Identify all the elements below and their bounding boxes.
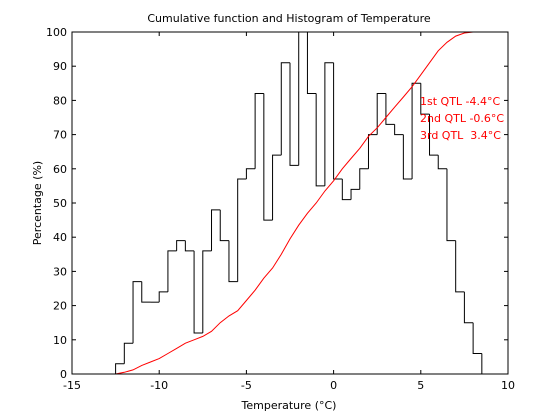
- y-tick-label: 60: [53, 163, 67, 176]
- x-axis-label: Temperature (°C): [241, 399, 337, 412]
- y-tick-label: 70: [53, 129, 67, 142]
- histogram-bin: [272, 154, 282, 221]
- histogram-bin: [359, 168, 369, 190]
- histogram-bin: [420, 83, 430, 115]
- y-tick-label: 10: [53, 334, 67, 347]
- y-tick-label: 80: [53, 94, 67, 107]
- cumulative-line: [72, 31, 508, 375]
- histogram-bin: [211, 209, 221, 251]
- x-tick-label: -15: [63, 379, 81, 392]
- histogram-bin: [411, 82, 421, 180]
- histogram-bin: [193, 250, 203, 334]
- histogram-bin: [402, 134, 413, 180]
- histogram-bin: [385, 93, 395, 125]
- histogram-bin: [245, 168, 256, 180]
- x-tick-label: 0: [330, 379, 337, 392]
- y-tick-label: 20: [53, 300, 67, 313]
- chart-title: Cumulative function and Histogram of Tem…: [147, 12, 430, 25]
- histogram-bin: [367, 134, 378, 169]
- histogram-bin: [455, 240, 465, 293]
- x-tick-label: 10: [501, 379, 515, 392]
- quantile-annotation: 2nd QTL -0.6°C: [420, 112, 504, 125]
- histogram-bin: [184, 240, 195, 252]
- histogram-bin: [123, 342, 134, 364]
- histogram-bin: [228, 240, 238, 283]
- x-tick-label: 5: [417, 379, 424, 392]
- histogram-bin: [341, 179, 352, 201]
- histogram-bin: [115, 363, 125, 374]
- plot-area: [72, 31, 508, 375]
- histogram-bin: [254, 93, 264, 169]
- histogram-bin: [446, 168, 456, 242]
- histogram-bin: [437, 155, 447, 170]
- y-tick-label: 90: [53, 60, 67, 73]
- histogram-bin: [394, 124, 404, 136]
- histogram-bin: [350, 188, 360, 200]
- quantile-annotation: 3rd QTL 3.4°C: [420, 129, 501, 142]
- histogram-bin: [289, 62, 299, 166]
- histogram-bin: [176, 240, 186, 251]
- y-tick-label: 50: [53, 197, 67, 210]
- histogram-bin: [219, 209, 229, 242]
- histogram-bin: [132, 281, 142, 344]
- histogram-bin: [158, 291, 168, 303]
- histogram-bin: [141, 281, 151, 303]
- y-tick-label: 0: [60, 368, 67, 381]
- x-tick-label: -5: [241, 379, 252, 392]
- y-tick-label: 100: [46, 26, 67, 39]
- histogram-bin: [324, 62, 334, 186]
- quantile-annotations: 1st QTL -4.4°C 2nd QTL -0.6°C 3rd QTL 3.4°…: [420, 95, 504, 142]
- histogram-bin: [306, 32, 317, 95]
- histogram-bin: [463, 291, 474, 324]
- y-tick-label: 30: [53, 265, 67, 278]
- x-tick-label: -10: [150, 379, 168, 392]
- histogram-bin: [237, 178, 247, 282]
- histogram-bin: [315, 93, 325, 187]
- histogram-bin: [376, 93, 386, 135]
- histogram-bin: [333, 62, 343, 180]
- y-axis-label: Percentage (%): [31, 161, 44, 245]
- histogram-bin: [280, 62, 290, 156]
- y-tick-label: 40: [53, 231, 67, 244]
- quantile-annotation: 1st QTL -4.4°C: [420, 95, 501, 108]
- histogram-bin: [263, 93, 273, 221]
- histogram-bin: [472, 322, 482, 354]
- histogram-bin: [429, 114, 439, 156]
- histogram-bin: [202, 250, 212, 333]
- histogram-bin: [167, 250, 177, 292]
